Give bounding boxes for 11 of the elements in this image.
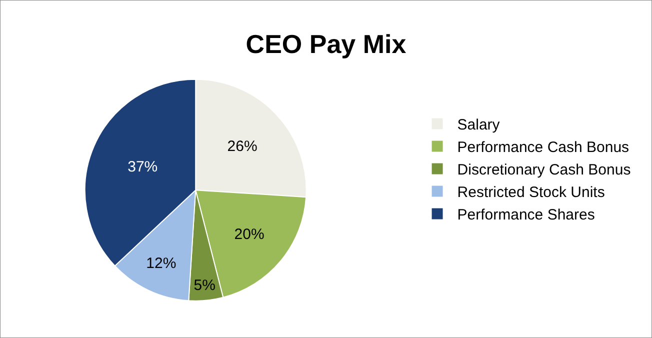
data-label: 26% [227, 138, 258, 155]
data-label: 20% [234, 226, 264, 244]
legend-label: Performance Cash Bonus [457, 139, 630, 156]
legend-label: Performance Shares [457, 206, 595, 224]
data-label: 5% [194, 276, 216, 294]
data-label: 37% [128, 158, 158, 176]
chart-title: CEO Pay Mix [246, 29, 407, 60]
legend-label: Restricted Stock Units [457, 184, 605, 202]
legend-label: Salary [457, 116, 500, 134]
data-label: 12% [146, 254, 176, 272]
legend-label: Discretionary Cash Bonus [457, 162, 631, 179]
